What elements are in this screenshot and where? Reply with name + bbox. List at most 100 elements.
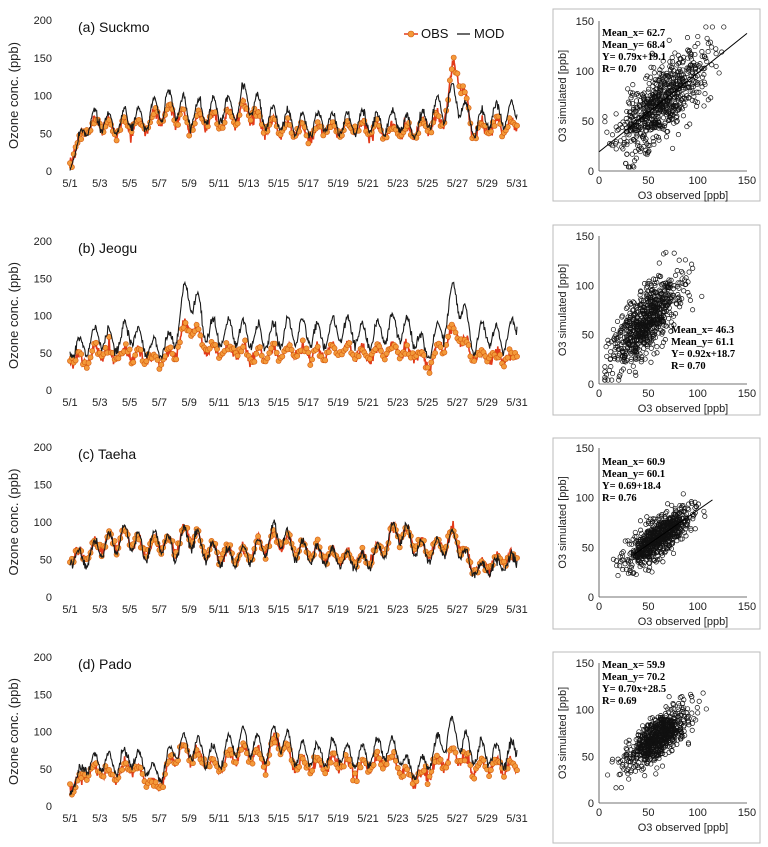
scatter-point xyxy=(692,510,698,516)
scatter-point xyxy=(619,144,625,150)
scatter-point xyxy=(605,377,611,383)
obs-point xyxy=(446,77,453,84)
obs-point xyxy=(471,775,478,782)
stat-line: R= 0.76 xyxy=(602,493,637,504)
scatter-point xyxy=(623,116,629,122)
scatter-point xyxy=(686,722,692,728)
scatter-point xyxy=(634,345,641,351)
x-tick-label: 5/15 xyxy=(268,813,289,825)
x-tick-label: 5/9 xyxy=(182,178,197,190)
x-tick-label: 150 xyxy=(738,807,756,819)
obs-point xyxy=(378,347,384,354)
scatter-point xyxy=(685,741,692,747)
scatter-point xyxy=(650,276,657,282)
scatter-point xyxy=(686,95,692,101)
scatter-point xyxy=(646,734,652,740)
scatter-point xyxy=(646,560,652,566)
scatter-point xyxy=(619,314,625,320)
x-tick-label: 100 xyxy=(688,388,706,400)
scatter-point xyxy=(650,534,656,540)
scatter-point xyxy=(630,90,636,96)
scatter-point xyxy=(685,84,691,90)
scatter-point xyxy=(626,319,632,325)
scatter-point xyxy=(631,327,637,333)
scatter-point xyxy=(663,704,669,710)
scatter-point xyxy=(643,76,649,82)
obs-point xyxy=(501,773,507,780)
obs-point xyxy=(450,54,457,61)
scatter-point xyxy=(632,554,638,560)
scatter-point xyxy=(635,319,641,325)
obs-point xyxy=(197,332,204,339)
scatter-point xyxy=(657,544,664,550)
y-tick-label: 100 xyxy=(576,705,594,717)
obs-point xyxy=(279,353,286,360)
scatter-point xyxy=(650,757,656,763)
scatter-point xyxy=(673,119,679,125)
obs-point xyxy=(461,89,468,96)
scatter-point xyxy=(624,131,630,137)
scatter-point xyxy=(648,74,654,80)
scatter-point xyxy=(674,96,681,102)
scatter-point xyxy=(627,551,633,557)
scatter-point xyxy=(642,112,648,118)
x-tick-label: 150 xyxy=(738,388,756,400)
obs-point xyxy=(238,746,245,753)
scatter-point xyxy=(697,61,703,67)
scatter-point xyxy=(669,748,675,754)
scatter-point xyxy=(679,106,686,112)
scatter-point xyxy=(674,741,680,747)
scatter-point xyxy=(669,65,675,71)
obs-point xyxy=(374,748,381,755)
scatter-point xyxy=(700,690,706,696)
obs-point xyxy=(433,752,440,759)
x-tick-label: 5/17 xyxy=(298,813,319,825)
scatter-point xyxy=(653,730,659,737)
scatter-point xyxy=(627,164,633,170)
scatter-point xyxy=(659,552,665,559)
obs-point xyxy=(240,98,247,104)
scatter-point xyxy=(638,546,645,552)
obs-point xyxy=(327,759,334,766)
scatter-point xyxy=(640,535,646,542)
scatter-point xyxy=(629,100,635,107)
x-tick-label: 0 xyxy=(596,388,602,400)
scatter-point xyxy=(647,296,653,302)
x-axis-label: O3 observed [ppb] xyxy=(638,403,729,415)
scatter-point xyxy=(650,135,656,141)
scatter-point xyxy=(612,341,618,347)
scatter-point xyxy=(668,546,674,552)
scatter-point xyxy=(690,516,696,522)
obs-point xyxy=(441,349,448,356)
scatter-point xyxy=(679,730,685,736)
scatter-point xyxy=(653,100,659,106)
x-tick-label: 5/11 xyxy=(209,178,230,190)
scatter-panel-d: 0 50 100 150 0 50 100 150 O3 observed [ppb] O3 si… xyxy=(552,651,761,844)
scatter-point xyxy=(687,121,693,127)
scatter-point xyxy=(660,559,666,565)
scatter-point xyxy=(609,756,616,762)
obs-point xyxy=(437,344,444,350)
scatter-point xyxy=(624,756,630,762)
scatter-point xyxy=(676,285,682,291)
x-tick-label: 5/17 xyxy=(298,604,319,616)
scatter-point xyxy=(652,739,658,745)
y-tick-label: 50 xyxy=(582,542,594,554)
scatter-point xyxy=(651,65,657,71)
obs-point xyxy=(214,346,220,352)
obs-point xyxy=(219,125,226,131)
scatter-point xyxy=(656,91,662,97)
scatter-point xyxy=(618,329,624,335)
scatter-point xyxy=(638,289,644,295)
obs-point xyxy=(501,363,507,370)
obs-point xyxy=(204,123,211,130)
scatter-point xyxy=(627,570,633,576)
scatter-point xyxy=(630,82,636,88)
scatter-point xyxy=(646,278,652,284)
scatter-point xyxy=(632,369,638,375)
line-panel-c: 0 50 100 150 200 Ozone conc. (ppb) (c) Taeha 5/… xyxy=(6,442,528,616)
scatter-point xyxy=(633,332,639,339)
scatter-point xyxy=(641,281,648,287)
scatter-point xyxy=(702,65,708,71)
scatter-point xyxy=(618,368,625,374)
